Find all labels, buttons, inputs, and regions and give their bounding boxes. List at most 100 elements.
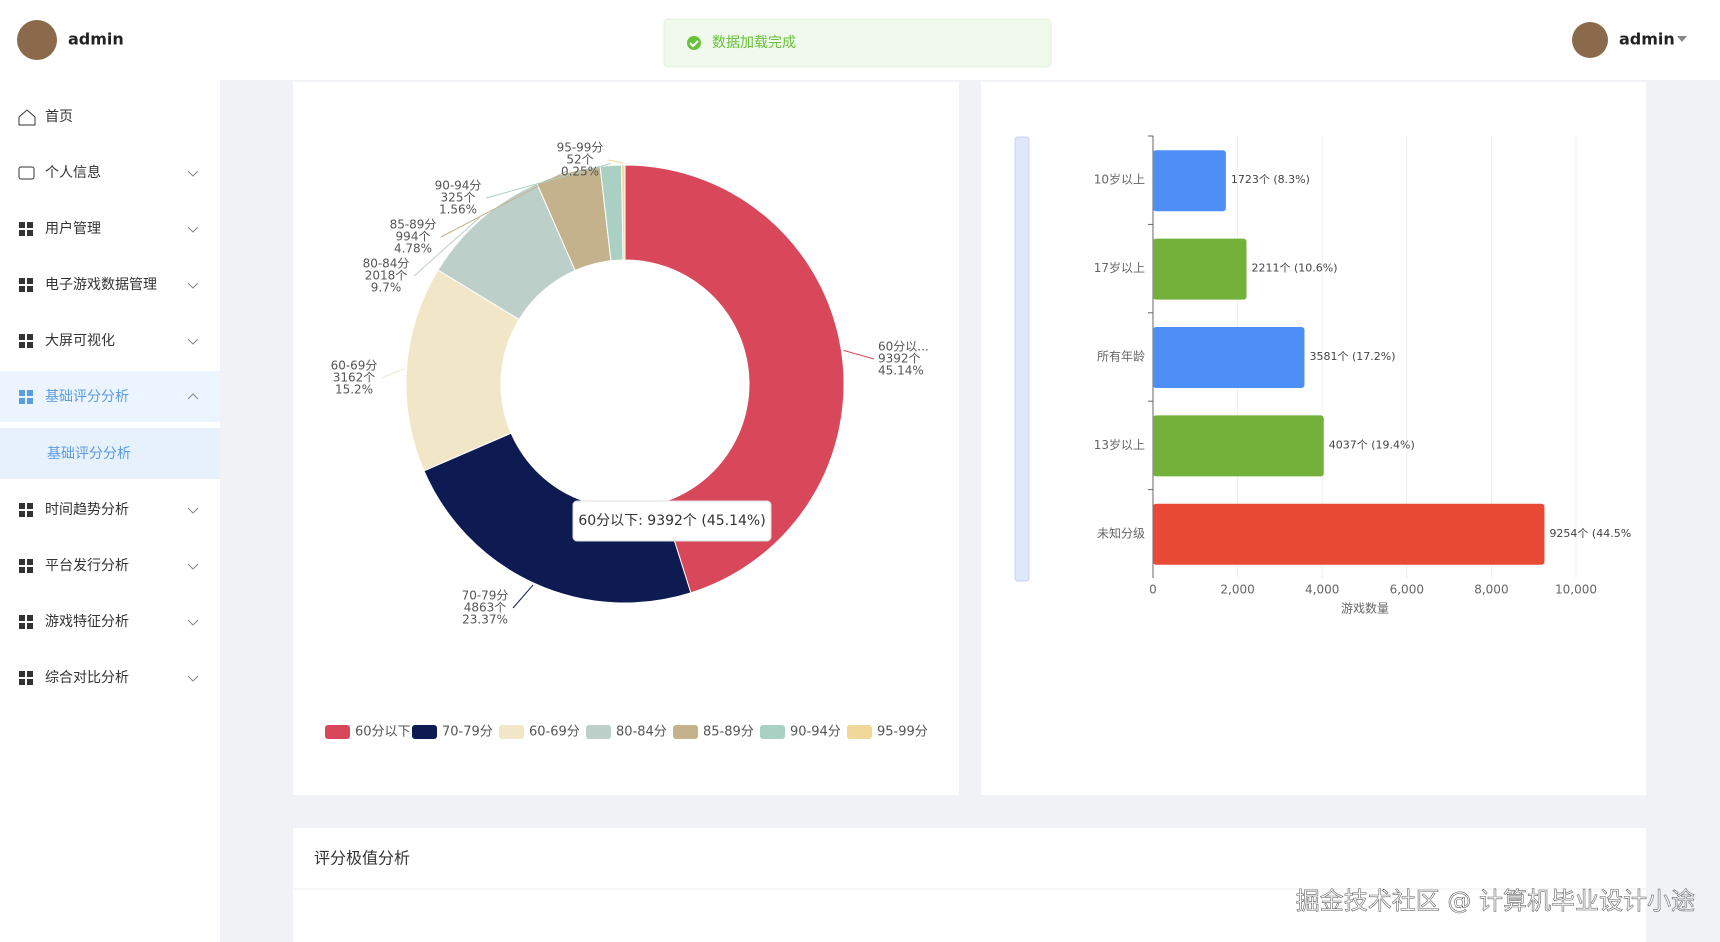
value-label: 4037个 (19.4%) <box>1329 438 1415 451</box>
menu-icon <box>27 390 33 396</box>
legend-swatch[interactable] <box>412 725 437 739</box>
value-label: 3581个 (17.2%) <box>1309 350 1395 363</box>
slice-label: 4863个 <box>464 601 507 615</box>
submenu-bg <box>0 428 220 479</box>
bar[interactable] <box>1153 415 1324 477</box>
menu-icon <box>19 342 25 348</box>
menu-icon <box>19 390 25 396</box>
menu-icon <box>19 615 25 621</box>
y-tick-label: 所有年龄 <box>1097 350 1145 364</box>
slice-label: 15.2% <box>335 383 373 397</box>
menu-item[interactable]: 平台发行分析 <box>45 558 129 574</box>
menu-item[interactable]: 基础评分分析 <box>45 388 129 405</box>
menu-item[interactable]: 大屏可视化 <box>45 333 115 349</box>
x-axis-title: 游戏数量 <box>1341 601 1389 616</box>
leader-line <box>607 159 624 164</box>
legend-label[interactable]: 90-94分 <box>790 725 841 740</box>
user-name: admin <box>68 30 124 49</box>
menu-icon <box>19 222 25 228</box>
bar[interactable] <box>1153 327 1305 388</box>
menu-icon <box>27 286 33 292</box>
header-user[interactable]: admin <box>1619 30 1675 49</box>
slice-label: 4.78% <box>394 242 432 256</box>
y-tick-label: 未知分级 <box>1097 526 1145 540</box>
menu-icon <box>19 278 25 284</box>
legend-label[interactable]: 85-89分 <box>703 725 754 740</box>
menu-arrow <box>187 338 199 345</box>
active-menu-bg <box>0 371 220 422</box>
slice-label: 325个 <box>441 191 476 205</box>
menu-item[interactable]: 游戏特征分析 <box>45 614 129 630</box>
menu-icon <box>19 230 25 236</box>
legend-label[interactable]: 95-99分 <box>877 725 928 740</box>
slice-label: 2018个 <box>365 269 408 283</box>
legend-swatch[interactable] <box>586 725 611 739</box>
menu-icon <box>27 671 33 677</box>
slice-label: 994个 <box>396 230 431 244</box>
slice-label: 60-69分 <box>331 359 378 373</box>
menu-item[interactable]: 用户管理 <box>45 220 101 237</box>
menu-arrow <box>187 170 199 177</box>
slice-label: 23.37% <box>462 613 508 627</box>
menu-arrow <box>187 282 199 289</box>
menu-item[interactable]: 个人信息 <box>45 164 101 181</box>
legend-swatch[interactable] <box>760 725 785 739</box>
toast-check <box>689 40 699 48</box>
submenu-item[interactable]: 基础评分分析 <box>47 445 131 462</box>
y-tick-label: 13岁以上 <box>1094 437 1145 452</box>
bar[interactable] <box>1153 503 1545 565</box>
donut-slice[interactable] <box>624 164 845 594</box>
slice-label: 90-94分 <box>435 179 482 193</box>
menu-item[interactable]: 时间趋势分析 <box>45 502 129 518</box>
data-zoom[interactable] <box>1014 136 1030 582</box>
menu-icon <box>27 342 33 348</box>
legend-label[interactable]: 60-69分 <box>529 725 580 740</box>
slice-label: 9.7% <box>371 281 402 295</box>
menu-icon <box>27 679 33 685</box>
legend-label[interactable]: 70-79分 <box>442 725 493 740</box>
value-label: 9254个 (44.5% <box>1549 527 1631 540</box>
menu-icon <box>19 398 25 404</box>
x-tick-label: 0 <box>1149 583 1157 597</box>
caret[interactable] <box>1677 36 1687 42</box>
slice-label: 9392个 <box>878 352 921 366</box>
legend-swatch[interactable] <box>499 725 524 739</box>
bar[interactable] <box>1153 238 1247 300</box>
legend-swatch[interactable] <box>325 725 350 739</box>
legend-label[interactable]: 60分以下 <box>355 725 411 740</box>
value-label: 1723个 (8.3%) <box>1231 173 1310 186</box>
menu-icon <box>19 623 25 629</box>
legend-swatch[interactable] <box>847 725 872 739</box>
leader-line <box>413 217 480 277</box>
legend-swatch[interactable] <box>673 725 698 739</box>
bar[interactable] <box>1153 150 1226 212</box>
menu-icon <box>19 567 25 573</box>
leader-line <box>381 368 405 379</box>
watermark: 掘金技术社区 @ 计算机毕业设计小途 <box>1296 887 1695 915</box>
menu-arrow <box>187 393 199 400</box>
x-tick-label: 2,000 <box>1220 583 1254 597</box>
y-tick-label: 17岁以上 <box>1094 260 1145 275</box>
leader-line <box>512 584 534 609</box>
legend-label[interactable]: 80-84分 <box>616 725 667 740</box>
menu-icon <box>18 109 36 126</box>
slice-label: 3162个 <box>333 371 376 385</box>
x-tick-label: 4,000 <box>1305 583 1339 597</box>
slice-label: 1.56% <box>439 203 477 217</box>
menu-item[interactable]: 综合对比分析 <box>45 670 129 686</box>
y-tick-label: 10岁以上 <box>1094 172 1145 187</box>
menu-icon <box>19 671 25 677</box>
donut-slice[interactable] <box>621 164 626 261</box>
menu-icon <box>27 398 33 404</box>
menu-icon <box>27 567 33 573</box>
slice-label: 0.25% <box>561 165 599 179</box>
slice-label: 85-89分 <box>390 218 437 232</box>
menu-icon <box>19 679 25 685</box>
toast-icon <box>687 36 701 50</box>
menu-item[interactable]: 首页 <box>45 109 73 125</box>
menu-icon <box>27 559 33 565</box>
header-avatar[interactable] <box>1572 22 1608 58</box>
tooltip-box <box>572 500 772 542</box>
menu-item[interactable]: 电子游戏数据管理 <box>45 277 157 293</box>
